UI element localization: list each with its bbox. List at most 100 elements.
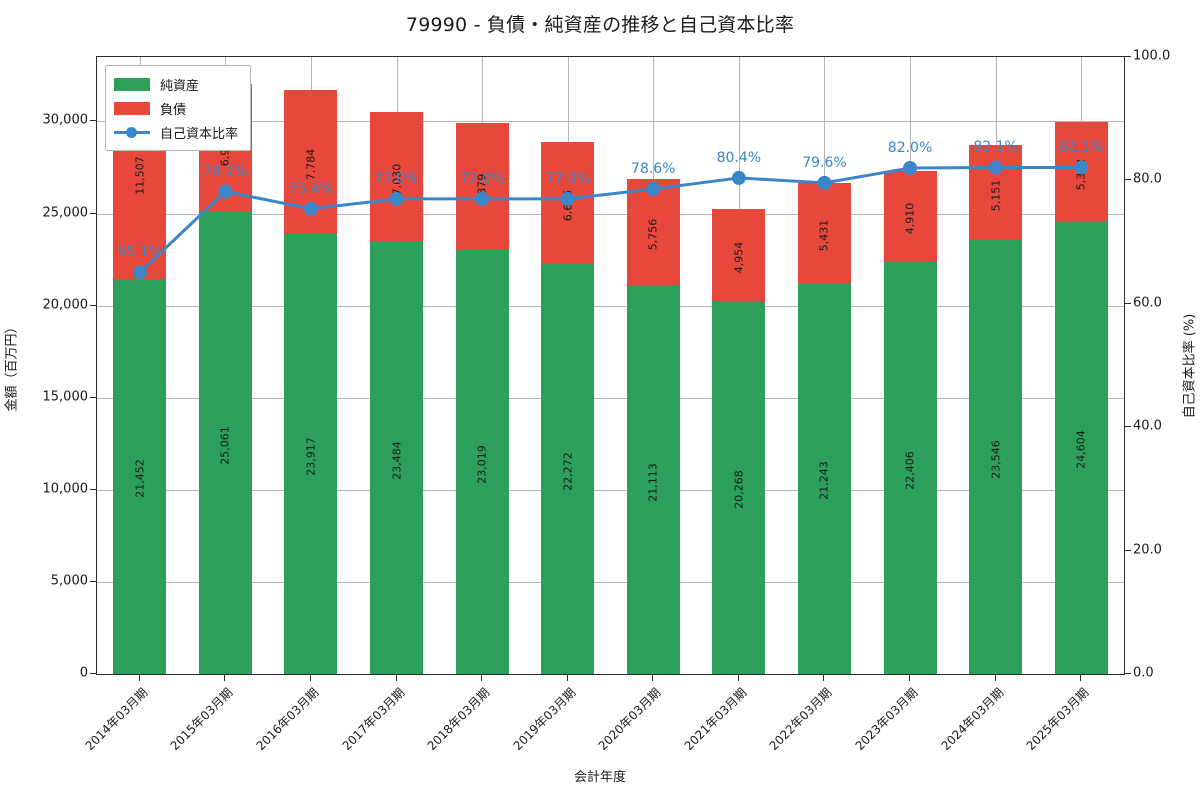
- legend-item-equity-ratio: 自己資本比率: [114, 120, 238, 144]
- x-axis-tick-label: 2022年03月期: [767, 685, 835, 754]
- legend-swatch-liabilities: [114, 101, 150, 115]
- x-axis-tick-label: 2019年03月期: [510, 685, 579, 754]
- stacked-bar[interactable]: 23,917 7,784: [284, 57, 338, 674]
- ratio-line-path: [138, 165, 1082, 274]
- x-axis-tick-mark: [823, 675, 825, 681]
- bar-segment-equity[interactable]: [883, 261, 937, 674]
- x-axis-tick-label: 2023年03月期: [852, 685, 921, 754]
- stacked-bar[interactable]: 21,113 5,756: [626, 57, 680, 674]
- stacked-bar[interactable]: 23,484 7,030: [370, 57, 424, 674]
- y-axis-left-tick-mark: [90, 396, 96, 398]
- x-axis-tick-mark: [1080, 675, 1082, 681]
- bar-value-label-equity: 21,113: [646, 462, 660, 502]
- x-axis-tick-label: 2015年03月期: [167, 685, 236, 754]
- stacked-bar[interactable]: 22,272 6,635: [541, 57, 595, 674]
- x-axis-tick-mark: [309, 675, 311, 681]
- x-axis-tick-label: 2016年03月期: [253, 685, 322, 754]
- bar-segment-equity[interactable]: [712, 300, 766, 674]
- bar-segment-equity[interactable]: [797, 282, 851, 674]
- bar-value-label-liabilities: 5,352: [1074, 158, 1088, 190]
- x-axis-tick-label: 2020年03月期: [595, 685, 664, 754]
- bar-segment-equity[interactable]: [1054, 220, 1108, 674]
- legend-label-equity-ratio: 自己資本比率: [160, 126, 239, 142]
- x-axis-tick-label: 2018年03月期: [424, 685, 493, 754]
- y-axis-left-tick-label: 30,000: [42, 112, 89, 128]
- y-axis-left-tick-mark: [90, 580, 96, 582]
- x-axis-tick-label: 2024年03月期: [938, 685, 1006, 754]
- bar-segment-equity[interactable]: [969, 240, 1023, 674]
- x-axis-tick-mark: [566, 675, 568, 681]
- x-axis-tick-mark: [994, 675, 996, 681]
- y-axis-left-tick-mark: [90, 120, 96, 122]
- ratio-value-label: 82.0%: [887, 140, 933, 157]
- legend-label-liabilities: 負債: [160, 102, 187, 118]
- x-axis-tick-mark: [224, 675, 226, 681]
- gridline-horizontal: [97, 581, 1124, 583]
- x-axis-label: 会計年度: [573, 770, 626, 785]
- y-axis-right-tick-mark: [1125, 549, 1131, 551]
- bar-segment-equity[interactable]: [541, 263, 595, 674]
- bar-value-label-liabilities: 11,507: [133, 156, 147, 195]
- y-axis-right-tick-label: 40.0: [1133, 418, 1162, 434]
- ratio-value-label: 80.4%: [716, 149, 762, 166]
- bar-value-label-equity: 25,061: [218, 426, 232, 465]
- y-axis-left-tick-mark: [90, 212, 96, 214]
- legend-item-liabilities: 負債: [114, 96, 238, 120]
- chart-title: 79990 - 負債・純資産の推移と自己資本比率: [405, 14, 795, 36]
- bar-value-label-liabilities: 7,784: [304, 148, 318, 181]
- x-axis-tick-mark: [395, 675, 397, 681]
- stacked-bar[interactable]: 23,019 6,879: [455, 57, 509, 674]
- y-axis-right-tick-label: 100.0: [1133, 48, 1171, 64]
- bar-segment-equity[interactable]: [284, 233, 338, 674]
- y-axis-right-tick-mark: [1125, 179, 1131, 181]
- bar-segment-equity[interactable]: [455, 250, 509, 674]
- bar-segment-equity[interactable]: [626, 285, 680, 674]
- x-axis-tick-mark: [481, 675, 483, 681]
- gridline-horizontal: [97, 397, 1124, 399]
- y-axis-right-tick-label: 0.0: [1133, 665, 1154, 681]
- y-axis-left-tick-label: 0: [79, 665, 88, 681]
- bar-value-label-equity: 21,452: [133, 459, 147, 499]
- bar-segment-equity[interactable]: [370, 241, 424, 674]
- bar-value-label-liabilities: 6,635: [561, 189, 575, 221]
- gridline-horizontal: [97, 121, 1124, 123]
- y-axis-left-label: 金額（百万円）: [4, 320, 20, 412]
- x-axis-tick-mark: [138, 675, 140, 681]
- bar-segment-equity[interactable]: [198, 212, 252, 674]
- y-axis-left-tick-mark: [90, 304, 96, 306]
- bar-value-label-equity: 22,406: [903, 450, 917, 490]
- legend-item-equity: 純資産: [114, 72, 238, 96]
- bar-value-label-equity: 22,272: [561, 452, 575, 491]
- y-axis-right-label: 自己資本比率 (%): [1182, 313, 1198, 419]
- bar-value-label-liabilities: 5,151: [989, 179, 1003, 212]
- bar-value-label-equity: 23,019: [475, 445, 489, 484]
- bar-value-label-liabilities: 4,910: [903, 202, 917, 235]
- legend-line-marker-equity-ratio: [114, 126, 150, 139]
- x-axis-tick-label: 2025年03月期: [1023, 685, 1092, 754]
- bar-value-label-liabilities: 5,756: [646, 218, 660, 251]
- ratio-value-label: 77.0%: [545, 170, 590, 187]
- y-axis-right-tick-mark: [1125, 673, 1131, 674]
- y-axis-left-tick-label: 25,000: [42, 205, 89, 221]
- x-axis-tick-label: 2014年03月期: [82, 685, 151, 754]
- bar-value-label-equity: 24,604: [1074, 430, 1088, 470]
- bar-value-label-equity: 20,268: [732, 470, 746, 510]
- stacked-bar[interactable]: 21,243 5,431: [797, 57, 851, 674]
- ratio-value-label: 65.1%: [117, 244, 163, 261]
- bar-segment-equity[interactable]: [113, 278, 167, 674]
- ratio-value-label: 78.6%: [631, 161, 676, 178]
- ratio-value-label: 82.1%: [1058, 139, 1104, 156]
- legend-label-equity: 純資産: [160, 78, 200, 94]
- y-axis-right-tick-mark: [1125, 426, 1131, 428]
- plot-area: 21,45211,50725,0616,96623,9177,78423,484…: [96, 56, 1125, 675]
- x-axis-tick-mark: [737, 675, 739, 681]
- gridline-horizontal: [97, 305, 1124, 307]
- y-axis-right-tick-mark: [1125, 56, 1131, 57]
- x-axis-tick-mark: [909, 675, 911, 681]
- bar-value-label-equity: 23,484: [390, 441, 404, 480]
- bar-value-label-equity: 23,917: [304, 437, 318, 476]
- chart-legend: 純資産 負債 自己資本比率: [105, 65, 252, 151]
- bar-value-label-liabilities: 5,431: [817, 219, 831, 252]
- y-axis-left-tick-label: 20,000: [42, 297, 89, 313]
